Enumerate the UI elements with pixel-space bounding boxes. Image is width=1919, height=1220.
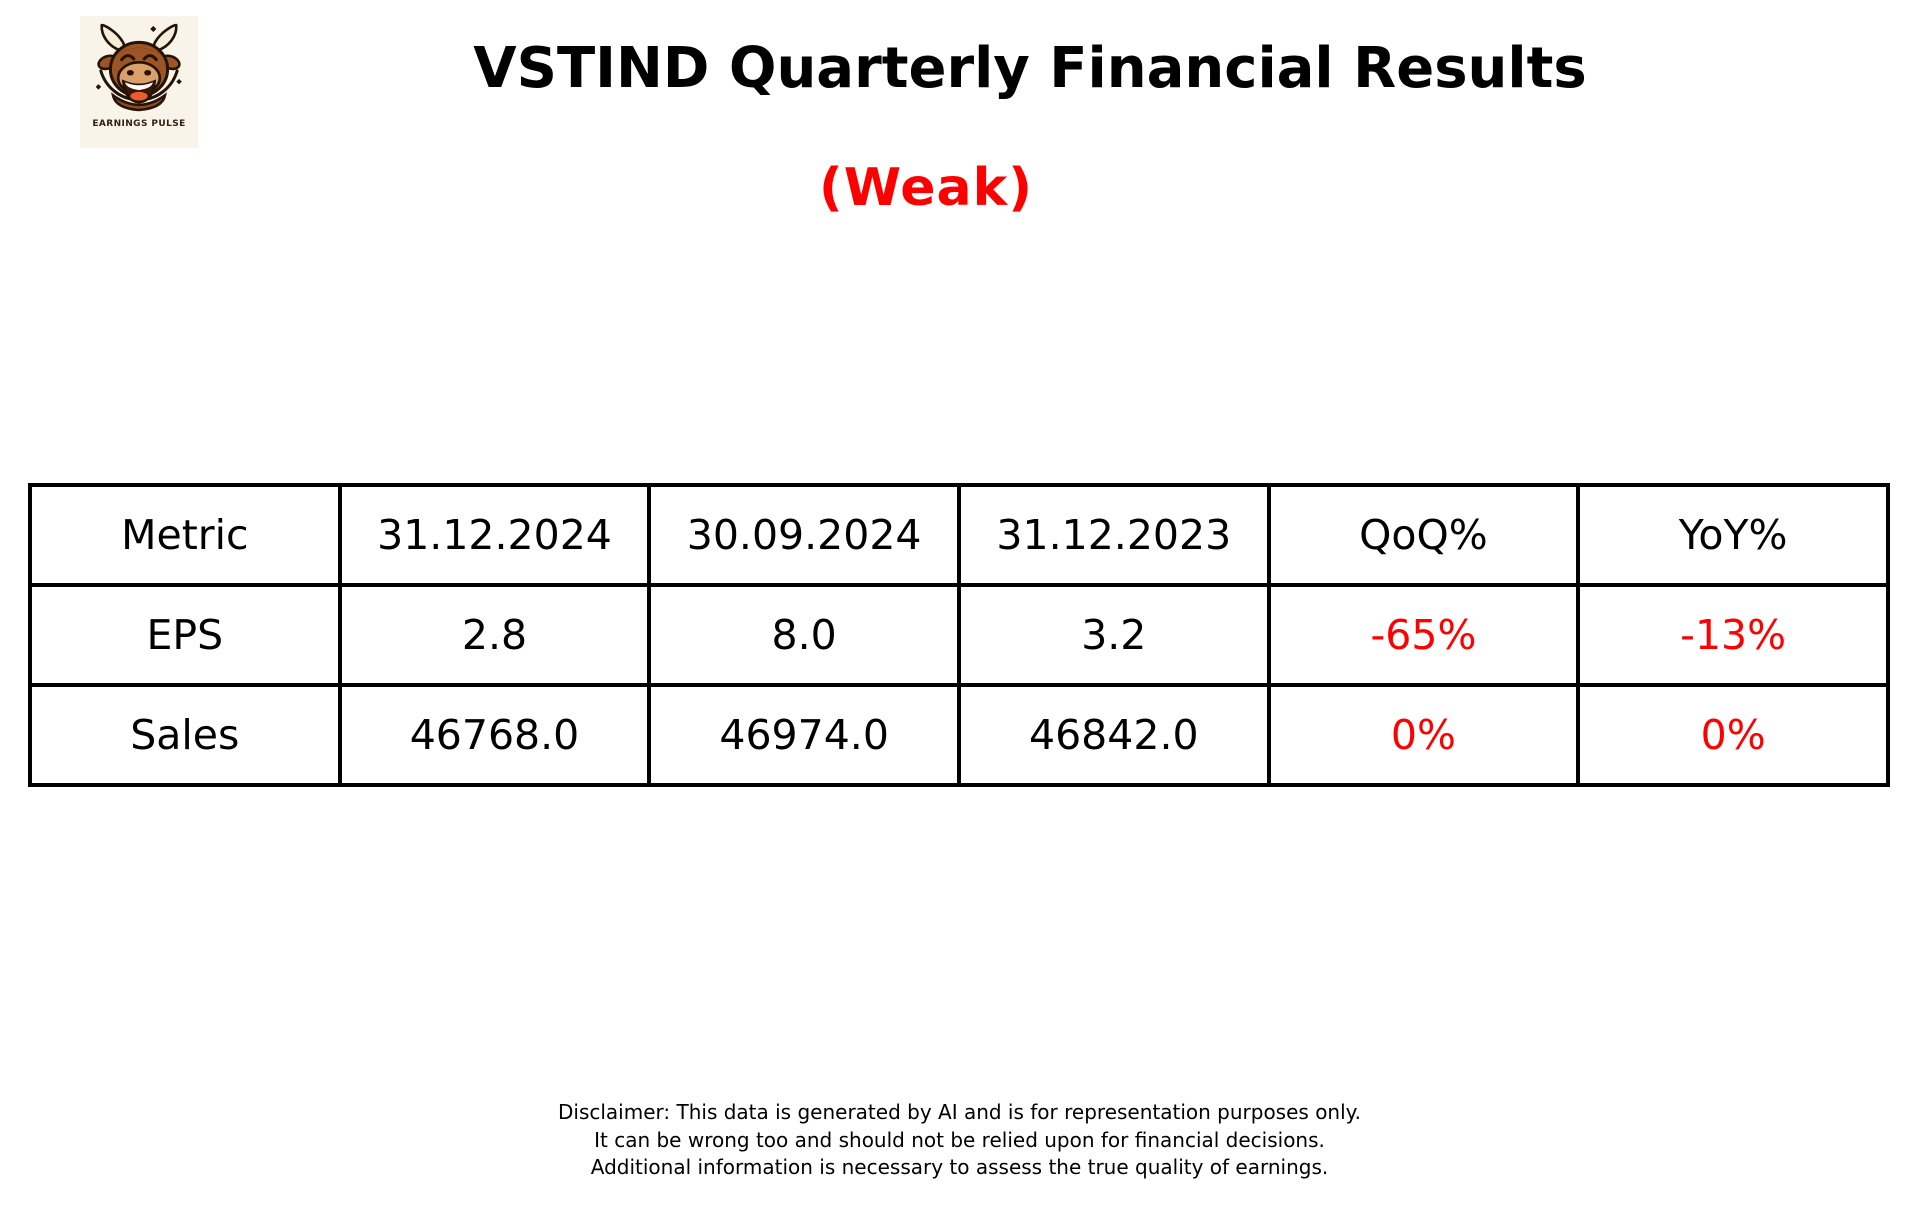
table-header-row: Metric 31.12.2024 30.09.2024 31.12.2023 … <box>28 483 1890 587</box>
sales-metric-cell: Sales <box>28 683 342 787</box>
table-row-eps: EPS 2.8 8.0 3.2 -65% -13% <box>28 583 1890 687</box>
sales-q-previous-cell: 46974.0 <box>647 683 961 787</box>
table-row-sales: Sales 46768.0 46974.0 46842.0 0% 0% <box>28 683 1890 787</box>
eps-q-previous-cell: 8.0 <box>647 583 961 687</box>
sales-q-current-cell: 46768.0 <box>337 683 652 787</box>
column-header-q-yearago: 31.12.2023 <box>956 483 1271 587</box>
disclaimer-line-1: Disclaimer: This data is generated by AI… <box>558 1100 1361 1124</box>
column-header-q-previous: 30.09.2024 <box>647 483 961 587</box>
earnings-pulse-logo: EARNINGS PULSE <box>80 16 198 148</box>
disclaimer-line-2: It can be wrong too and should not be re… <box>594 1127 1325 1152</box>
page-title: VSTIND Quarterly Financial Results <box>473 36 1587 101</box>
eps-q-yearago-cell: 3.2 <box>956 583 1271 687</box>
eps-q-current-cell: 2.8 <box>337 583 652 687</box>
sales-yoy-cell: 0% <box>1576 683 1890 787</box>
eps-qoq-cell: -65% <box>1266 583 1581 687</box>
column-header-metric: Metric <box>28 483 342 587</box>
disclaimer: Disclaimer: This data is generated by AI… <box>0 1099 1919 1182</box>
column-header-qoq: QoQ% <box>1266 483 1581 587</box>
column-header-yoy: YoY% <box>1576 483 1890 587</box>
verdict-label: (Weak) <box>819 158 1033 218</box>
logo-brand-text: EARNINGS PULSE <box>92 119 186 129</box>
eps-yoy-cell: -13% <box>1576 583 1890 687</box>
laughing-bull-icon <box>95 23 182 112</box>
sales-qoq-cell: 0% <box>1266 683 1581 787</box>
sales-q-yearago-cell: 46842.0 <box>956 683 1271 787</box>
disclaimer-line-3: Additional information is necessary to a… <box>590 1155 1329 1179</box>
financials-table: Metric 31.12.2024 30.09.2024 31.12.2023 … <box>28 483 1890 787</box>
eps-metric-cell: EPS <box>28 583 342 687</box>
column-header-q-current: 31.12.2024 <box>337 483 652 587</box>
